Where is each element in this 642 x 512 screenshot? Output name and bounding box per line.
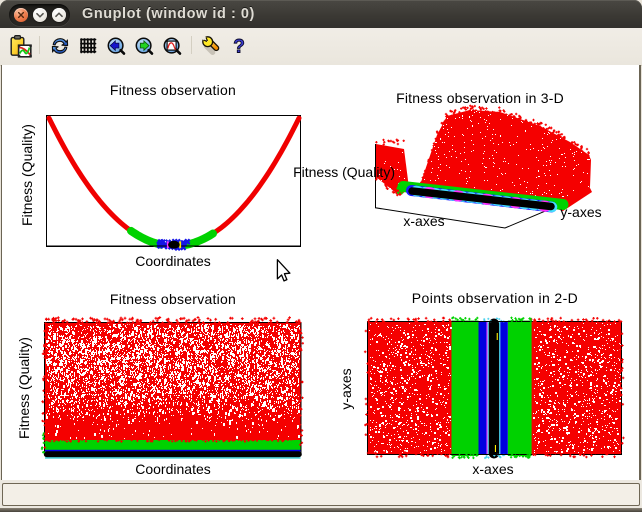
svg-text:Fitness (Quality): Fitness (Quality) xyxy=(293,164,395,180)
svg-text:Points observation in 2-D: Points observation in 2-D xyxy=(412,290,578,306)
svg-text:Coordinates: Coordinates xyxy=(135,461,211,477)
svg-text:x-axes: x-axes xyxy=(403,213,444,229)
svg-text:Coordinates: Coordinates xyxy=(135,253,211,269)
svg-text:Fitness observation in 3-D: Fitness observation in 3-D xyxy=(396,90,564,106)
svg-text:Fitness (Quality): Fitness (Quality) xyxy=(19,124,35,226)
svg-text:y-axes: y-axes xyxy=(338,368,354,409)
svg-text:Fitness observation: Fitness observation xyxy=(110,291,236,307)
svg-text:Fitness observation: Fitness observation xyxy=(110,82,236,98)
svg-text:Fitness (Quality): Fitness (Quality) xyxy=(16,337,32,439)
svg-text:y-axes: y-axes xyxy=(560,204,601,220)
svg-text:?: ? xyxy=(233,37,245,57)
svg-text:x-axes: x-axes xyxy=(472,461,513,477)
